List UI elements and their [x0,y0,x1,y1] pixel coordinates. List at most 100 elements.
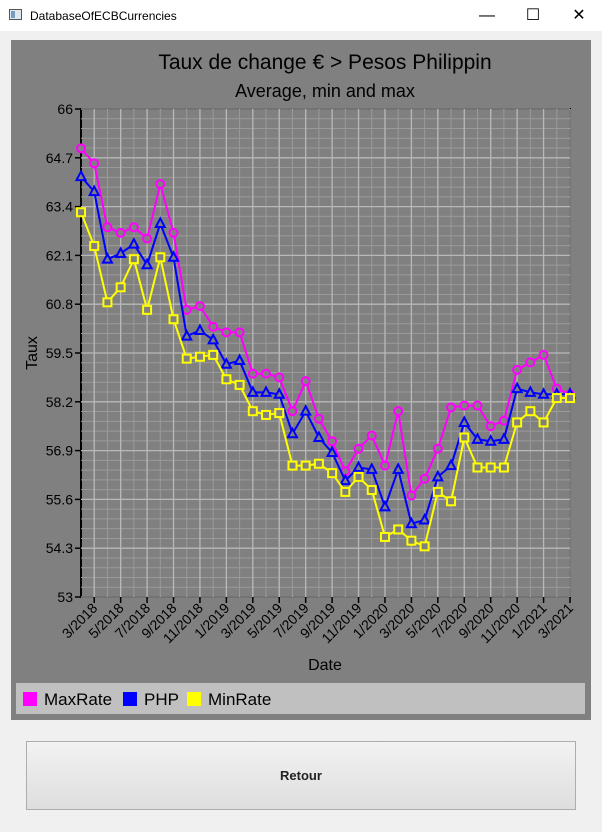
x-axis-ticks: 3/20185/20187/20189/201811/20181/20193/2… [59,597,576,646]
data-point-minrate [208,349,219,360]
data-point-minrate [327,468,338,479]
data-point-minrate [181,353,192,364]
data-point-php [497,432,511,444]
data-point-maxrate [89,158,100,169]
data-point-php [286,426,299,439]
data-point-maxrate [393,406,404,417]
data-point-maxrate [459,400,470,411]
data-point-maxrate [155,179,166,190]
data-point-php [352,460,365,472]
data-point-minrate [221,374,232,385]
data-point-minrate [538,417,549,428]
data-point-minrate [115,282,126,293]
data-point-php [484,434,497,446]
data-point-maxrate [512,364,523,375]
data-point-minrate [419,541,430,552]
data-point-php [193,323,207,335]
x-axis-label: Date [308,657,342,674]
legend-label-maxrate: MaxRate [44,690,112,709]
data-point-maxrate [128,222,139,233]
data-point-minrate [234,379,245,390]
data-point-minrate [512,417,523,428]
data-point-php [167,250,180,262]
data-point-php [127,237,141,249]
minimize-button[interactable]: — [479,7,495,24]
data-point-php [299,404,312,416]
data-point-php [259,385,273,397]
legend-swatch-php [123,692,137,706]
data-point-minrate [459,432,470,443]
data-point-minrate [446,496,457,507]
data-point-php [444,458,458,471]
data-point-maxrate [446,402,457,413]
chart-subtitle: Average, min and max [235,81,415,101]
data-point-maxrate [142,233,153,244]
data-point-maxrate [274,372,285,383]
data-point-php [471,432,484,444]
data-point-minrate [261,409,272,420]
app-window-icon [9,9,22,20]
retour-button[interactable]: Retour [26,741,576,810]
data-point-php [114,246,127,259]
title-bar: DatabaseOfECBCurrencies — ☐ ✕ [0,0,602,31]
series-minrate [76,207,575,552]
data-point-php [418,512,431,525]
data-point-maxrate [366,430,377,441]
data-point-minrate [551,393,562,404]
data-point-minrate [194,351,205,362]
legend-swatch-maxrate [23,692,37,706]
chart-panel: Taux de change € > Pesos Philippin Avera… [11,40,591,720]
data-point-php [312,430,326,442]
data-point-maxrate [472,400,483,411]
data-point-php [273,387,286,399]
data-point-minrate [102,297,113,308]
data-point-minrate [565,393,575,404]
y-tick-label: 53 [57,589,73,605]
data-point-maxrate [208,321,219,332]
data-point-minrate [168,314,179,325]
data-point-minrate [366,485,377,496]
data-point-maxrate [221,327,232,338]
data-point-maxrate [353,443,364,454]
data-point-minrate [142,304,153,315]
y-tick-label: 64.7 [46,150,73,166]
data-point-php [180,328,193,341]
data-point-maxrate [498,415,509,426]
data-point-minrate [379,531,390,542]
data-point-minrate [247,406,258,417]
y-tick-label: 58.2 [46,394,73,410]
data-point-maxrate [432,443,443,454]
legend [16,683,585,714]
data-point-php [537,387,550,399]
close-button[interactable]: ✕ [572,7,586,24]
maximize-button[interactable]: ☐ [525,7,541,24]
data-point-maxrate [234,327,245,338]
data-point-php [246,385,259,397]
data-point-php [220,357,233,369]
data-point-minrate [472,462,483,473]
data-point-php [154,216,167,228]
data-point-maxrate [261,368,272,379]
data-point-maxrate [181,304,192,315]
chart-title: Taux de change € > Pesos Philippin [158,51,491,74]
legend-swatch-minrate [187,692,201,706]
data-point-php [101,252,114,264]
data-point-maxrate [102,222,113,233]
data-point-minrate [274,408,285,419]
data-point-php [378,499,392,512]
data-point-minrate [498,462,509,473]
data-point-minrate [287,460,298,471]
data-point-php [524,385,537,397]
data-point-maxrate [419,473,430,484]
data-point-maxrate [287,406,298,417]
window-title: DatabaseOfECBCurrencies [30,9,177,23]
data-point-minrate [300,460,311,471]
data-point-php [74,169,88,182]
data-point-minrate [76,207,86,218]
data-point-maxrate [327,436,338,447]
data-point-php [325,445,339,457]
y-tick-label: 62.1 [46,247,73,263]
data-point-maxrate [525,357,536,368]
data-point-maxrate [194,301,205,312]
y-tick-label: 55.6 [46,491,73,507]
